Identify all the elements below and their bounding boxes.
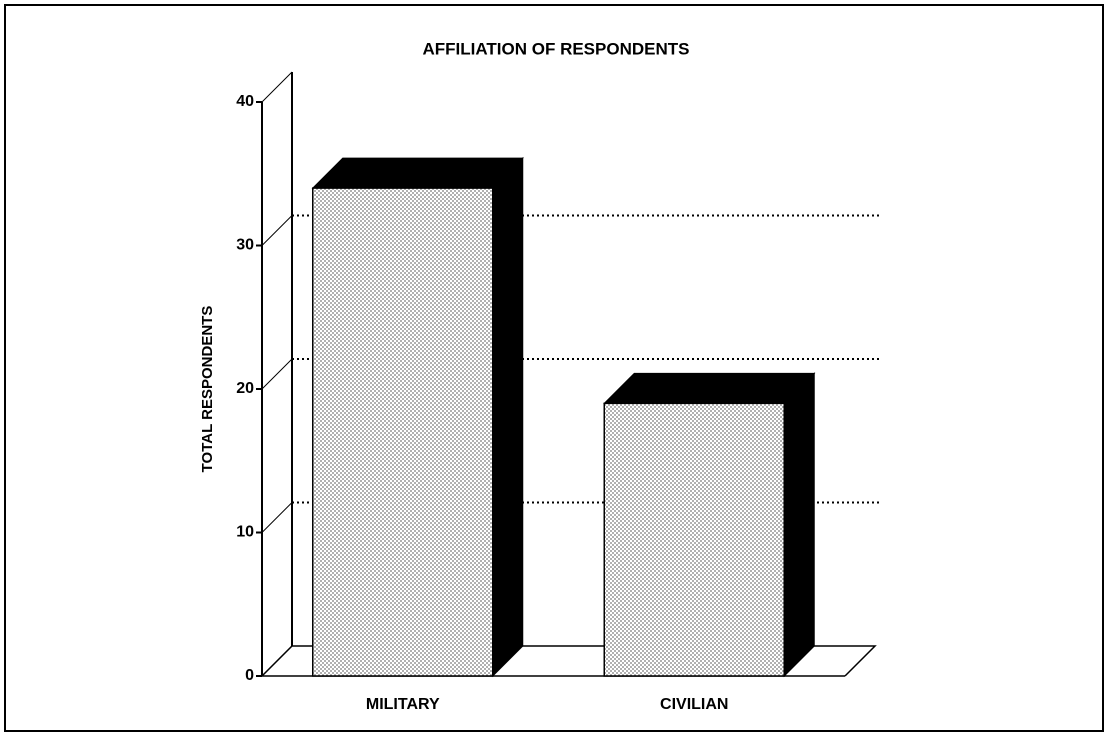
y-tick-label: 10 [236,524,254,541]
y-tick-depth [261,71,293,103]
bar-side [492,156,524,678]
y-tick-depth [261,358,293,390]
x-tick-label: CIVILIAN [660,696,728,713]
bar [312,187,494,677]
y-tick-depth [261,502,293,533]
bar-top [603,372,816,404]
frame [4,4,1104,732]
y-axis-label: TOTAL RESPONDENTS [199,306,216,473]
y-tick-label: 30 [236,237,254,254]
chart-title: AFFILIATION OF RESPONDENTS [423,39,690,58]
y-tick-depth [261,645,293,677]
bar-side [783,372,815,678]
y-tick-depth [261,215,293,246]
y-tick-label: 0 [245,667,254,684]
bar [603,402,785,677]
bar-top [311,157,524,189]
x-tick-label: MILITARY [366,696,440,713]
y-tick-label: 40 [236,93,254,110]
y-tick-label: 20 [236,380,254,397]
